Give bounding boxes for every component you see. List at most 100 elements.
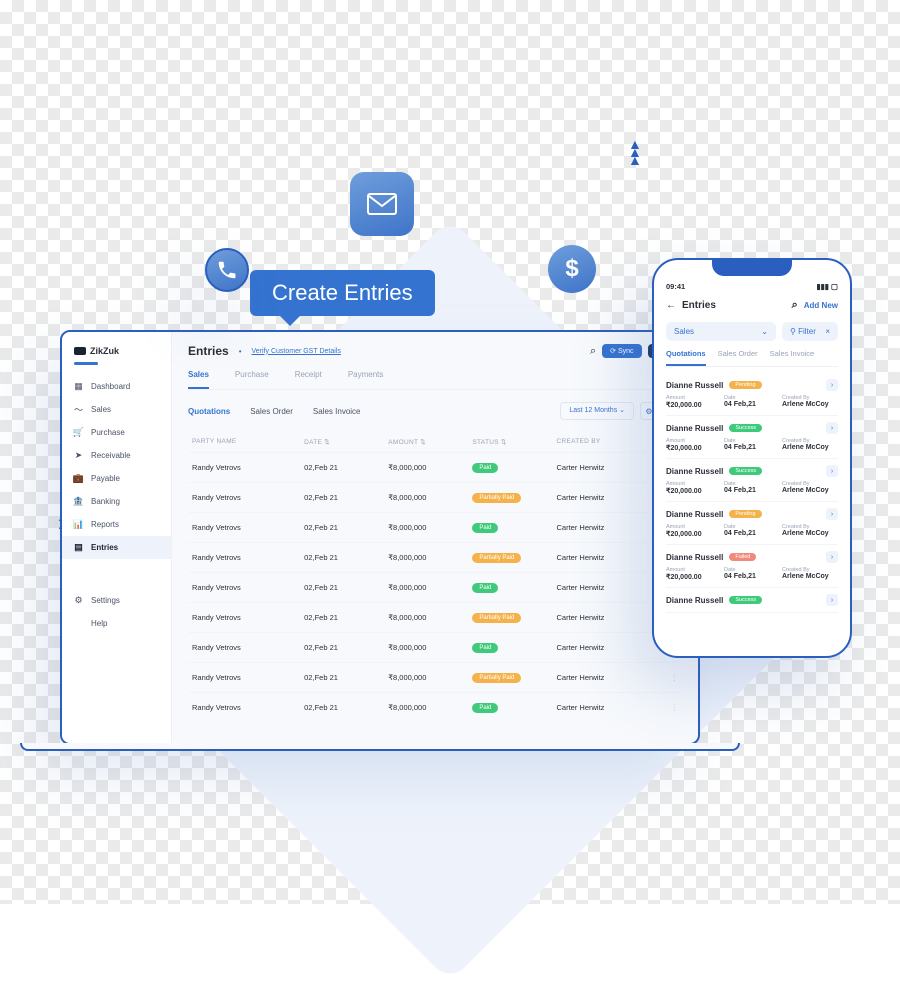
card-name: Dianne Russell bbox=[666, 553, 723, 562]
sidebar: ZikZuk ▦Dashboard〜Sales🛒Purchase➤Receiva… bbox=[62, 332, 172, 743]
cell-created-by: Carter Herwitz bbox=[556, 553, 649, 562]
page-title: Entries bbox=[188, 344, 229, 358]
status-time: 09:41 bbox=[666, 282, 685, 291]
search-icon[interactable]: ⌕ bbox=[590, 345, 596, 358]
card-name: Dianne Russell bbox=[666, 381, 723, 390]
table-row[interactable]: Randy Vetrovs 02,Feb 21 ₹8,000,000 Parti… bbox=[188, 662, 682, 692]
filter-chip[interactable]: ⚲ Filter× bbox=[782, 322, 838, 341]
val-amount: ₹20,000.00 bbox=[666, 530, 722, 538]
cell-status: Partially Paid bbox=[472, 552, 556, 563]
sidebar-item-dashboard[interactable]: ▦Dashboard bbox=[62, 375, 171, 398]
entry-card[interactable]: Dianne Russell Failed › Amount₹20,000.00… bbox=[666, 545, 838, 588]
verify-link[interactable]: Verify Customer GST Details bbox=[252, 348, 341, 355]
nav-icon: 💼 bbox=[74, 474, 83, 483]
sub-toolbar: Quotations Sales Order Sales Invoice Last … bbox=[188, 402, 682, 420]
nav-label: Receivable bbox=[91, 451, 131, 460]
table-row[interactable]: Randy Vetrovs 02,Feb 21 ₹8,000,000 Paid … bbox=[188, 572, 682, 602]
sidebar-item-purchase[interactable]: 🛒Purchase bbox=[62, 421, 171, 444]
dollar-icon: $ bbox=[548, 245, 596, 293]
status-bar: 09:41 ▮▮▮ ▢ bbox=[666, 282, 838, 291]
sidebar-item-sales[interactable]: 〜Sales bbox=[62, 398, 171, 421]
table-row[interactable]: Randy Vetrovs 02,Feb 21 ₹8,000,000 Parti… bbox=[188, 602, 682, 632]
cell-party: Randy Vetrovs bbox=[192, 673, 304, 682]
chevron-right-icon[interactable]: › bbox=[826, 422, 838, 434]
column-header[interactable]: STATUS ⇅ bbox=[472, 438, 556, 446]
chevron-right-icon[interactable]: › bbox=[826, 508, 838, 520]
entry-card[interactable]: Dianne Russell Success › bbox=[666, 588, 838, 613]
sidebar-item-entries[interactable]: ▤Entries bbox=[62, 536, 171, 559]
laptop-base bbox=[20, 743, 740, 751]
cell-party: Randy Vetrovs bbox=[192, 493, 304, 502]
row-menu-icon[interactable]: ⋮ bbox=[650, 703, 678, 712]
logo-underline bbox=[74, 362, 98, 365]
sidebar-item-help[interactable]: Help bbox=[62, 612, 171, 635]
cell-amount: ₹8,000,000 bbox=[388, 583, 472, 592]
tab-receipt[interactable]: Receipt bbox=[295, 370, 322, 389]
entry-card[interactable]: Dianne Russell Pending › Amount₹20,000.0… bbox=[666, 502, 838, 545]
tab-purchase[interactable]: Purchase bbox=[235, 370, 269, 389]
cell-status: Paid bbox=[472, 642, 556, 653]
val-amount: ₹20,000.00 bbox=[666, 444, 722, 452]
entry-card[interactable]: Dianne Russell Success › Amount₹20,000.0… bbox=[666, 416, 838, 459]
chevron-right-icon[interactable]: › bbox=[826, 379, 838, 391]
sidebar-item-reports[interactable]: 📊Reports bbox=[62, 513, 171, 536]
sidebar-item-settings[interactable]: ⚙Settings bbox=[62, 589, 171, 612]
search-icon[interactable]: ⌕ bbox=[792, 299, 798, 312]
cell-status: Paid bbox=[472, 702, 556, 713]
cell-date: 02,Feb 21 bbox=[304, 493, 388, 502]
column-header[interactable]: PARTY NAME bbox=[192, 438, 304, 446]
chevron-right-icon[interactable]: › bbox=[826, 551, 838, 563]
up-arrows-icon: ▲▲▲ bbox=[628, 140, 642, 164]
column-header[interactable]: AMOUNT ⇅ bbox=[388, 438, 472, 446]
cell-amount: ₹8,000,000 bbox=[388, 493, 472, 502]
subtab-sales-invoice[interactable]: Sales Invoice bbox=[313, 407, 361, 416]
cell-created-by: Carter Herwitz bbox=[556, 523, 649, 532]
mobile-tab-sales-invoice[interactable]: Sales Invoice bbox=[770, 349, 815, 366]
table-row[interactable]: Randy Vetrovs 02,Feb 21 ₹8,000,000 Parti… bbox=[188, 542, 682, 572]
chevron-right-icon[interactable]: › bbox=[826, 465, 838, 477]
subtab-sales-order[interactable]: Sales Order bbox=[250, 407, 293, 416]
status-badge: Pending bbox=[729, 510, 761, 518]
logo-mark-icon bbox=[74, 347, 86, 355]
sidebar-item-payable[interactable]: 💼Payable bbox=[62, 467, 171, 490]
entry-card[interactable]: Dianne Russell Pending › Amount₹20,000.0… bbox=[666, 373, 838, 416]
val-by: Arlene McCoy bbox=[782, 573, 838, 580]
sync-button[interactable]: ⟳ Sync bbox=[602, 344, 641, 358]
sidebar-item-receivable[interactable]: ➤Receivable bbox=[62, 444, 171, 467]
mobile-tab-sales-order[interactable]: Sales Order bbox=[718, 349, 758, 366]
cell-status: Paid bbox=[472, 462, 556, 473]
nav-icon: 🏦 bbox=[74, 497, 83, 506]
period-filter[interactable]: Last 12 Months ⌄ bbox=[560, 402, 634, 420]
nav-icon bbox=[74, 619, 83, 628]
brand-logo[interactable]: ZikZuk bbox=[62, 342, 171, 370]
table-row[interactable]: Randy Vetrovs 02,Feb 21 ₹8,000,000 Paid … bbox=[188, 632, 682, 662]
val-amount: ₹20,000.00 bbox=[666, 487, 722, 495]
cell-date: 02,Feb 21 bbox=[304, 553, 388, 562]
tab-sales[interactable]: Sales bbox=[188, 370, 209, 389]
row-menu-icon[interactable]: ⋮ bbox=[650, 673, 678, 682]
tab-payments[interactable]: Payments bbox=[348, 370, 384, 389]
entry-card[interactable]: Dianne Russell Success › Amount₹20,000.0… bbox=[666, 459, 838, 502]
close-icon[interactable]: × bbox=[825, 327, 830, 336]
nav-icon: 📊 bbox=[74, 520, 83, 529]
subtab-quotations[interactable]: Quotations bbox=[188, 407, 230, 416]
nav-icon: 〜 bbox=[74, 405, 83, 414]
cell-amount: ₹8,000,000 bbox=[388, 463, 472, 472]
chevron-right-icon[interactable]: › bbox=[826, 594, 838, 606]
table-row[interactable]: Randy Vetrovs 02,Feb 21 ₹8,000,000 Paid … bbox=[188, 512, 682, 542]
mobile-tab-quotations[interactable]: Quotations bbox=[666, 349, 706, 366]
table-row[interactable]: Randy Vetrovs 02,Feb 21 ₹8,000,000 Parti… bbox=[188, 482, 682, 512]
status-signal-icon: ▮▮▮ ▢ bbox=[816, 282, 838, 291]
add-new-button[interactable]: Add New bbox=[804, 301, 838, 310]
table-row[interactable]: Randy Vetrovs 02,Feb 21 ₹8,000,000 Paid … bbox=[188, 692, 682, 722]
sidebar-item-banking[interactable]: 🏦Banking bbox=[62, 490, 171, 513]
column-header[interactable]: DATE ⇅ bbox=[304, 438, 388, 446]
column-header[interactable]: CREATED BY bbox=[556, 438, 649, 446]
back-icon[interactable]: ← bbox=[666, 300, 676, 311]
main-panel: Entries • Verify Customer GST Details ⌕ … bbox=[172, 332, 698, 743]
category-chip[interactable]: Sales⌄ bbox=[666, 322, 776, 341]
cell-party: Randy Vetrovs bbox=[192, 553, 304, 562]
table-row[interactable]: Randy Vetrovs 02,Feb 21 ₹8,000,000 Paid … bbox=[188, 452, 682, 482]
cell-date: 02,Feb 21 bbox=[304, 613, 388, 622]
page-header: Entries • Verify Customer GST Details ⌕ … bbox=[188, 344, 682, 358]
